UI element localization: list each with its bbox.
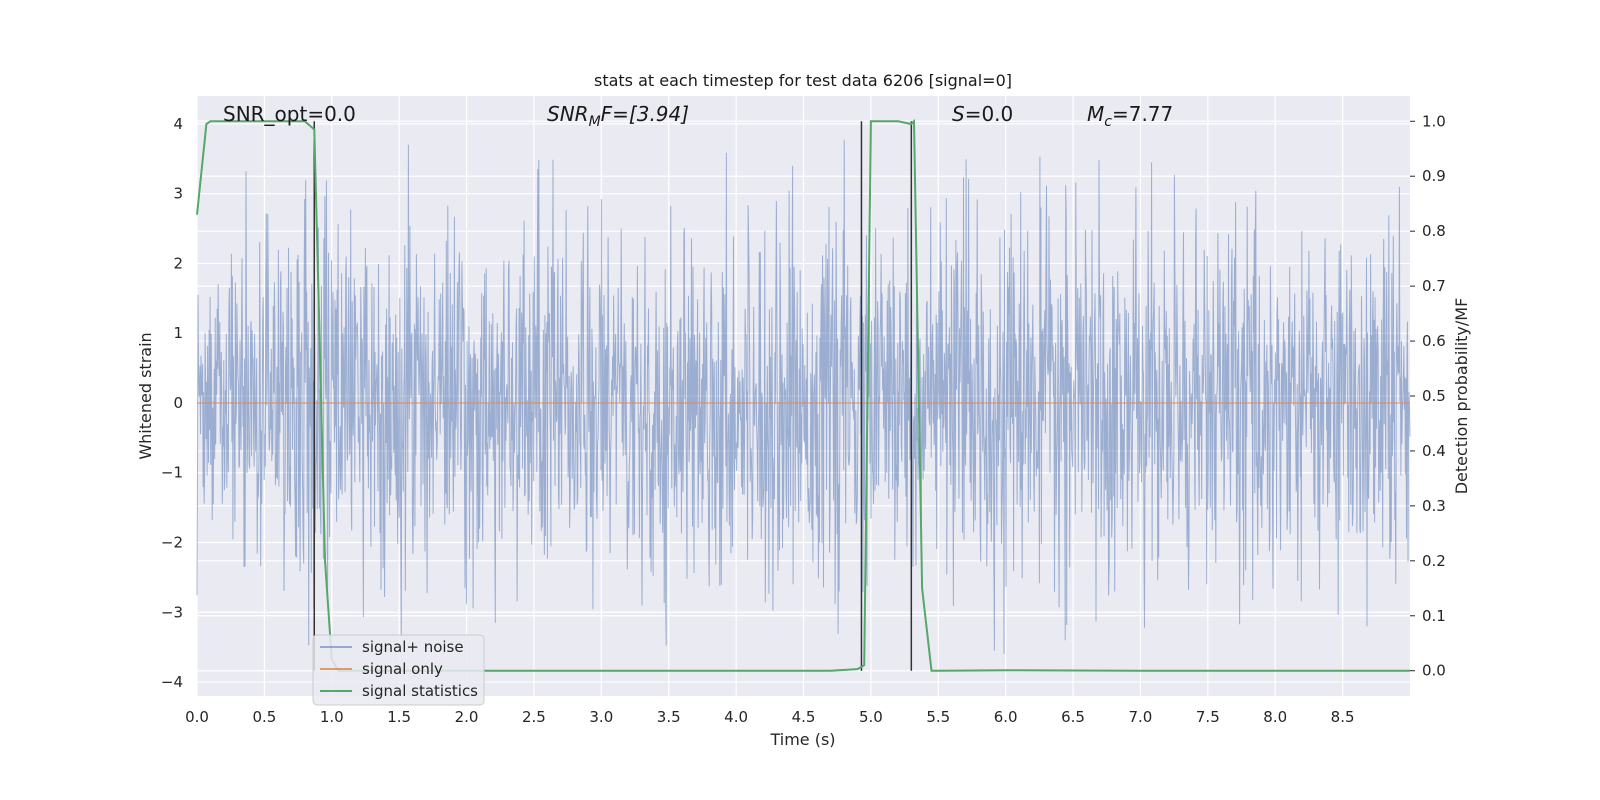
s-base: S bbox=[952, 102, 965, 126]
y-tick-label: 3 bbox=[173, 185, 183, 203]
y-tick-label: −1 bbox=[161, 464, 183, 482]
x-tick-label: 1.5 bbox=[387, 708, 411, 726]
x-tick-label: 4.5 bbox=[792, 708, 816, 726]
x-tick-label: 0.0 bbox=[185, 708, 209, 726]
y-right-tick-label: 0.4 bbox=[1422, 442, 1446, 460]
mc-rest: =7.77 bbox=[1112, 102, 1173, 126]
y-tick-label: −4 bbox=[161, 673, 183, 691]
y-right-tick-label: 0.2 bbox=[1422, 552, 1446, 570]
y-tick-label: 1 bbox=[173, 324, 183, 342]
x-tick-label: 1.0 bbox=[320, 708, 344, 726]
y-right-tick-label: 1.0 bbox=[1422, 112, 1446, 130]
y-right-tick-label: 0.1 bbox=[1422, 607, 1446, 625]
signal-noise-series bbox=[196, 139, 1411, 655]
legend-label-signal-noise: signal+ noise bbox=[362, 638, 464, 656]
snr-mf-rest: F=[3.94] bbox=[601, 102, 689, 126]
y-axis-right: 1.0 0.9 0.8 0.7 0.6 0.5 0.4 0.3 0.2 0.1 0.0 bbox=[1410, 112, 1446, 680]
y-right-tick-label: 0.6 bbox=[1422, 332, 1446, 350]
y-axis-right-label: Detection probability/MF bbox=[1452, 298, 1471, 495]
x-tick-label: 6.5 bbox=[1061, 708, 1085, 726]
y-tick-label: 4 bbox=[173, 115, 183, 133]
x-tick-label: 6.0 bbox=[994, 708, 1018, 726]
y-right-tick-label: 0.8 bbox=[1422, 222, 1446, 240]
snr-mf-sub: M bbox=[589, 114, 601, 130]
y-axis-left: 4 3 2 1 0 −1 −2 −3 −4 bbox=[161, 115, 183, 691]
signal-noise-line bbox=[196, 139, 1411, 655]
y-right-tick-label: 0.7 bbox=[1422, 277, 1446, 295]
y-tick-label: 2 bbox=[173, 254, 183, 272]
x-tick-label: 7.5 bbox=[1196, 708, 1220, 726]
x-tick-label: 2.5 bbox=[522, 708, 546, 726]
y-tick-label: −3 bbox=[161, 603, 183, 621]
chart-title: stats at each timestep for test data 620… bbox=[594, 71, 1012, 90]
x-axis: 0.0 0.5 1.0 1.5 2.0 2.5 3.0 3.5 4.0 4.5 5.0 5.5 6.0 6… bbox=[185, 708, 1354, 726]
y-tick-label: 0 bbox=[173, 394, 183, 412]
x-tick-label: 5.0 bbox=[859, 708, 883, 726]
y-right-tick-label: 0.9 bbox=[1422, 167, 1446, 185]
legend-label-signal-statistics: signal statistics bbox=[362, 682, 478, 700]
y-right-tick-label: 0.5 bbox=[1422, 387, 1446, 405]
legend: signal+ noise signal only signal statist… bbox=[312, 634, 485, 706]
y-right-tick-label: 0.3 bbox=[1422, 497, 1446, 515]
x-tick-label: 8.0 bbox=[1263, 708, 1287, 726]
mc-base: M bbox=[1087, 102, 1104, 126]
x-tick-label: 4.0 bbox=[724, 708, 748, 726]
s-annotation: S=0.0 bbox=[952, 102, 1013, 126]
x-tick-label: 3.0 bbox=[589, 708, 613, 726]
mc-annotation: Mc=7.77 bbox=[1087, 102, 1173, 130]
y-tick-label: −2 bbox=[161, 534, 183, 552]
y-axis-label: Whitened strain bbox=[136, 332, 155, 459]
mc-sub: c bbox=[1104, 114, 1112, 130]
x-tick-label: 2.0 bbox=[455, 708, 479, 726]
x-tick-label: 3.5 bbox=[657, 708, 681, 726]
snr-mf-annotation: SNRMF=[3.94] bbox=[547, 102, 689, 130]
signal-statistics-line bbox=[196, 118, 1410, 672]
snr-opt-annotation: SNR_opt=0.0 bbox=[223, 102, 356, 126]
x-tick-label: 0.5 bbox=[252, 708, 276, 726]
x-tick-label: 7.0 bbox=[1129, 708, 1153, 726]
x-axis-label: Time (s) bbox=[769, 730, 835, 749]
x-tick-label: 5.5 bbox=[926, 708, 950, 726]
s-rest: =0.0 bbox=[965, 102, 1014, 126]
overlay-series bbox=[196, 118, 1410, 672]
legend-label-signal-only: signal only bbox=[362, 660, 443, 678]
y-right-tick-label: 0.0 bbox=[1422, 662, 1446, 680]
x-tick-label: 8.5 bbox=[1331, 708, 1355, 726]
snr-mf-base: SNR bbox=[547, 102, 589, 126]
